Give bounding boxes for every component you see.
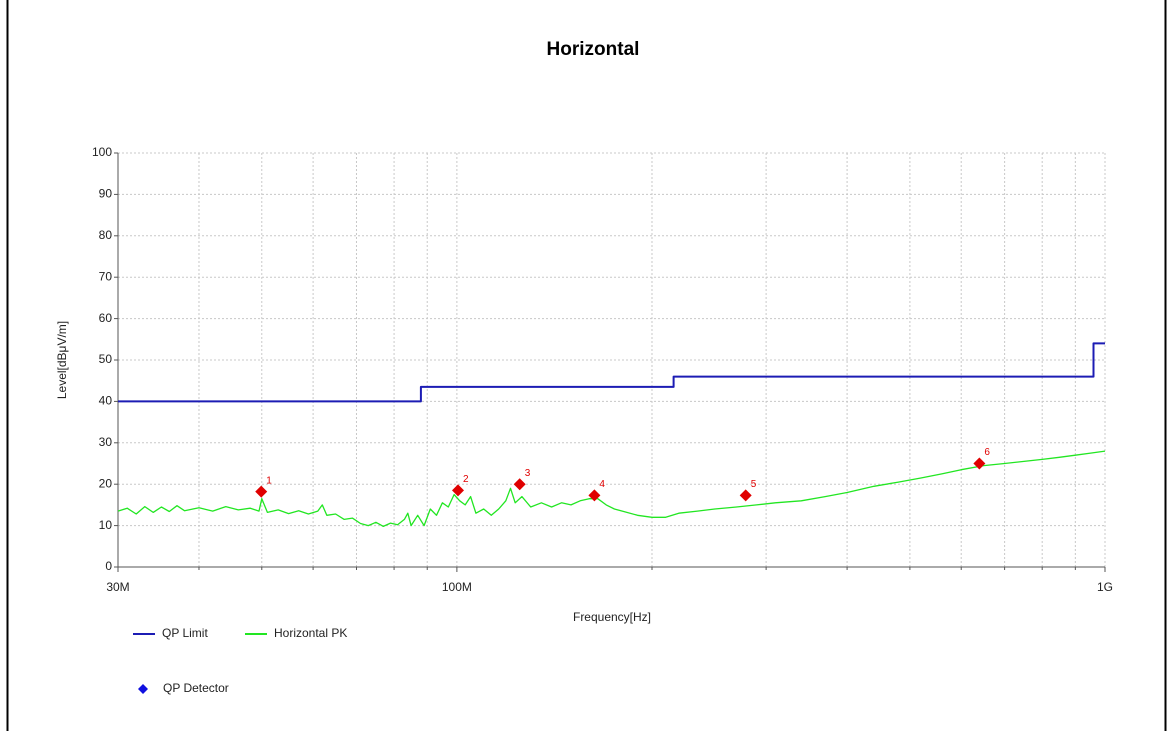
y-tick-label: 80: [99, 228, 113, 242]
marker-label: 6: [984, 447, 990, 458]
y-tick-label: 10: [99, 518, 113, 532]
qp-marker: [255, 485, 268, 498]
y-tick-label: 100: [92, 145, 112, 159]
y-tick-label: 50: [99, 352, 113, 366]
marker-label: 2: [463, 474, 469, 485]
x-axis-label: Frequency[Hz]: [573, 610, 651, 624]
chart-title: Horizontal: [547, 39, 640, 60]
qp-marker: [739, 489, 752, 502]
x-tick-label: 100M: [442, 580, 472, 594]
qp-marker: [973, 457, 986, 470]
legend-label: Horizontal PK: [274, 626, 347, 640]
y-axis-label: Level[dBμV/m]: [55, 321, 69, 399]
y-tick-label: 90: [99, 187, 113, 201]
y-tick-label: 20: [99, 476, 113, 490]
legend-swatch: [138, 684, 148, 694]
marker-label: 4: [599, 479, 605, 490]
y-tick-label: 30: [99, 435, 113, 449]
x-tick-label: 30M: [106, 580, 129, 594]
series-line: [117, 450, 1106, 528]
qp-marker: [588, 489, 601, 502]
qp-marker: [513, 478, 526, 491]
y-tick-label: 70: [99, 269, 113, 283]
legend-label: QP Limit: [162, 626, 208, 640]
series-line: [118, 342, 1105, 403]
qp-marker: [452, 484, 465, 497]
frame: [6, 0, 1167, 731]
y-tick-label: 0: [105, 559, 112, 573]
marker-label: 5: [751, 479, 757, 490]
legend-label: QP Detector: [163, 681, 229, 695]
marker-label: 3: [525, 468, 531, 479]
marker-label: 1: [266, 475, 272, 486]
x-tick-label: 1G: [1097, 580, 1113, 594]
y-tick-label: 60: [99, 311, 113, 325]
y-tick-label: 40: [99, 394, 113, 408]
